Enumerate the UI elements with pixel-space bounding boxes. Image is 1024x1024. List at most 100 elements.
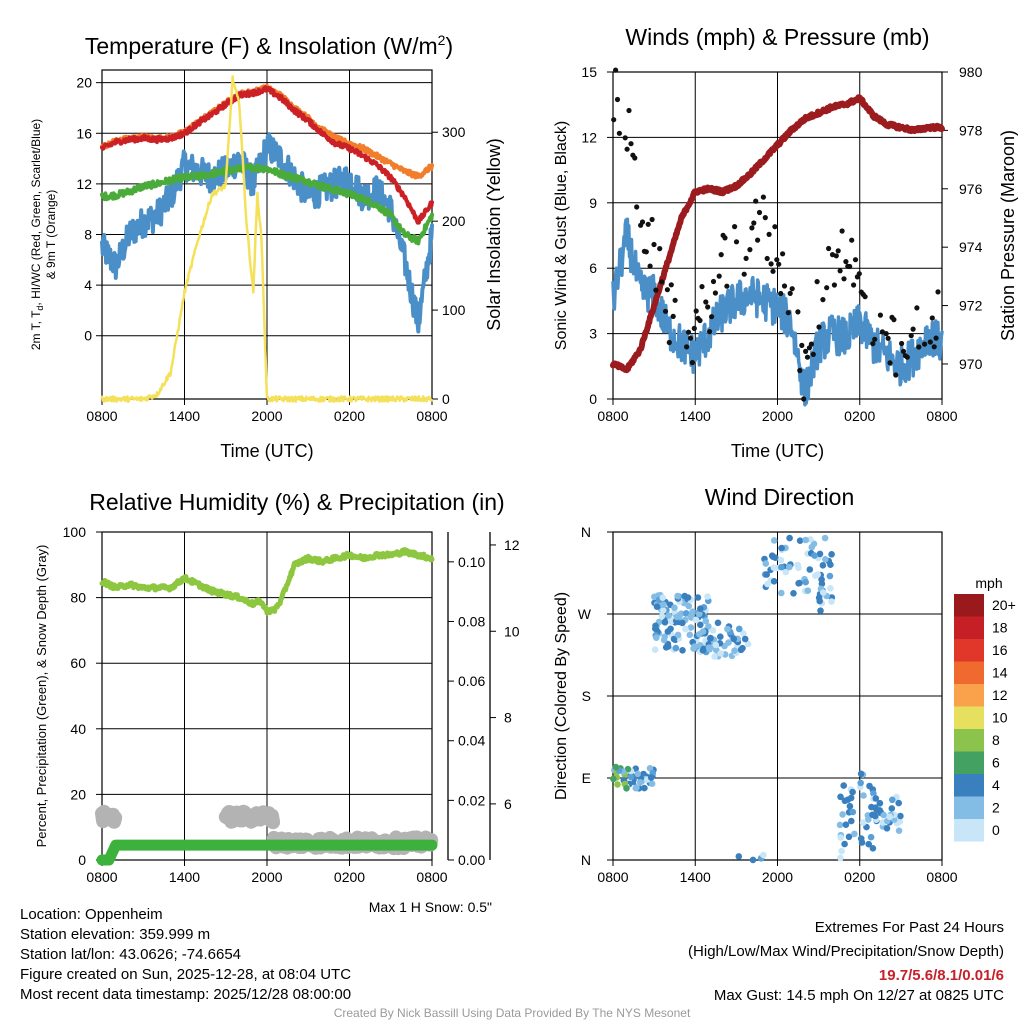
wind-direction-point [736,625,743,633]
wind-direction-point [725,639,732,646]
extremes-values: 19.7/5.6/8.1/0.01/6 [878,967,1004,984]
temp-y2tick-label: 100 [442,302,466,318]
gust-point [887,360,893,366]
wind-direction-point [749,856,757,864]
gust-point [707,329,713,335]
gust-point [891,317,897,323]
gust-point [824,285,830,291]
gust-point [787,290,793,296]
wind-direction-point [811,552,818,559]
gust-point [804,354,811,360]
wind-direction-point [671,604,678,611]
wind-direction-point [840,782,847,789]
wind-direction-point [865,816,872,823]
extremes-box: Extremes For Past 24 Hours (High/Low/Max… [688,918,1004,1006]
gust-point [851,282,857,288]
wind-direction-point [634,770,641,778]
gust-point [653,287,659,293]
wind-direction-point [816,597,823,605]
rh-xtick-label: 0200 [334,869,365,885]
wind-direction-point [641,784,648,792]
wind-direction-point [770,537,778,544]
wind-direction-point [674,631,682,639]
wind-direction-point [673,613,681,621]
gust-point [770,268,776,274]
gust-point [747,247,753,253]
wind-direction-point [816,550,824,558]
wind-direction-point [707,635,714,642]
gust-point [684,344,690,350]
wind-direction-point [682,625,689,633]
wind-direction-point [795,564,802,572]
wind-direction-point [837,834,844,841]
extremes-subheading: (High/Low/Max Wind/Precipitation/Snow De… [688,943,1004,960]
rh-ytick-label: 40 [70,721,86,737]
precip-tick-label: 0.02 [458,792,485,808]
precip-tick-label: 0.04 [458,733,485,749]
wind-direction-point [702,617,710,625]
temp-ytick-label: 4 [84,277,92,293]
gust-point [756,209,763,216]
gust-point [778,290,784,297]
gust-point [664,287,671,293]
gust-point [668,282,674,288]
legend-label: 18 [992,620,1008,636]
gust-point [843,259,849,265]
gust-point [810,351,816,357]
wind-direction-point [828,551,835,558]
wind-direction-point [857,779,864,787]
gust-point [687,335,694,341]
wind-direction-point [653,603,661,610]
gust-point [797,367,803,374]
rh-xtick-label: 0800 [416,869,447,885]
wind-direction-point [709,627,717,634]
precip-tick-label: 0.08 [458,613,485,629]
temp-2m-series-line [100,85,434,225]
wind-direction-point [648,780,656,787]
gust-point [814,279,820,285]
wind-direction-point [782,568,790,576]
wind-direction-point [841,840,848,848]
rh-ylabel: Percent, Precipitation (Green), & Snow D… [34,545,49,848]
gust-point [916,344,922,350]
gust-point [760,194,767,200]
gust-point [877,312,884,318]
wind-direction-point [790,590,797,597]
gust-point [666,339,672,346]
gust-point [803,348,809,354]
gust-point [795,309,801,315]
wind-direction-point [826,572,834,580]
gust-point [862,294,868,300]
rh-ytick-label: 80 [70,590,86,606]
wind-direction-point [837,854,844,862]
wind-direction-point [679,619,686,627]
wind-direction-point [857,770,865,778]
wind-direction-point [724,625,731,633]
winds-ytick-label: 0 [589,391,597,407]
wind-direction-point [692,616,700,624]
gust-point [626,107,632,114]
temp-ytick-label: 0 [84,328,92,344]
gust-point [900,348,907,354]
precip-tick-label: 0.06 [458,673,485,689]
gust-point [841,276,847,282]
gust-point [639,219,646,225]
wind-direction-point [841,797,849,805]
temp-xtick-label: 2000 [251,408,282,424]
wind-direction-point [786,563,793,571]
wdir-xtick-label: 2000 [762,869,793,885]
gust-point [922,341,928,347]
wind-direction-point [895,799,902,807]
recent-timestamp: Most recent data timestamp: 2025/12/28 0… [20,986,352,1003]
gust-point [799,342,805,348]
wind-direction-point [674,592,681,600]
wind-direction-point [699,647,707,654]
wind-direction-point [859,819,867,826]
gust-point [801,396,807,402]
winds-ytick-label: 3 [589,326,597,342]
winds-y2tick-label: 978 [959,122,983,138]
pressure-series-line [610,94,945,374]
gust-point [643,249,649,255]
wind-direction-point [658,612,666,620]
wdir-xtick-label: 0800 [597,869,628,885]
